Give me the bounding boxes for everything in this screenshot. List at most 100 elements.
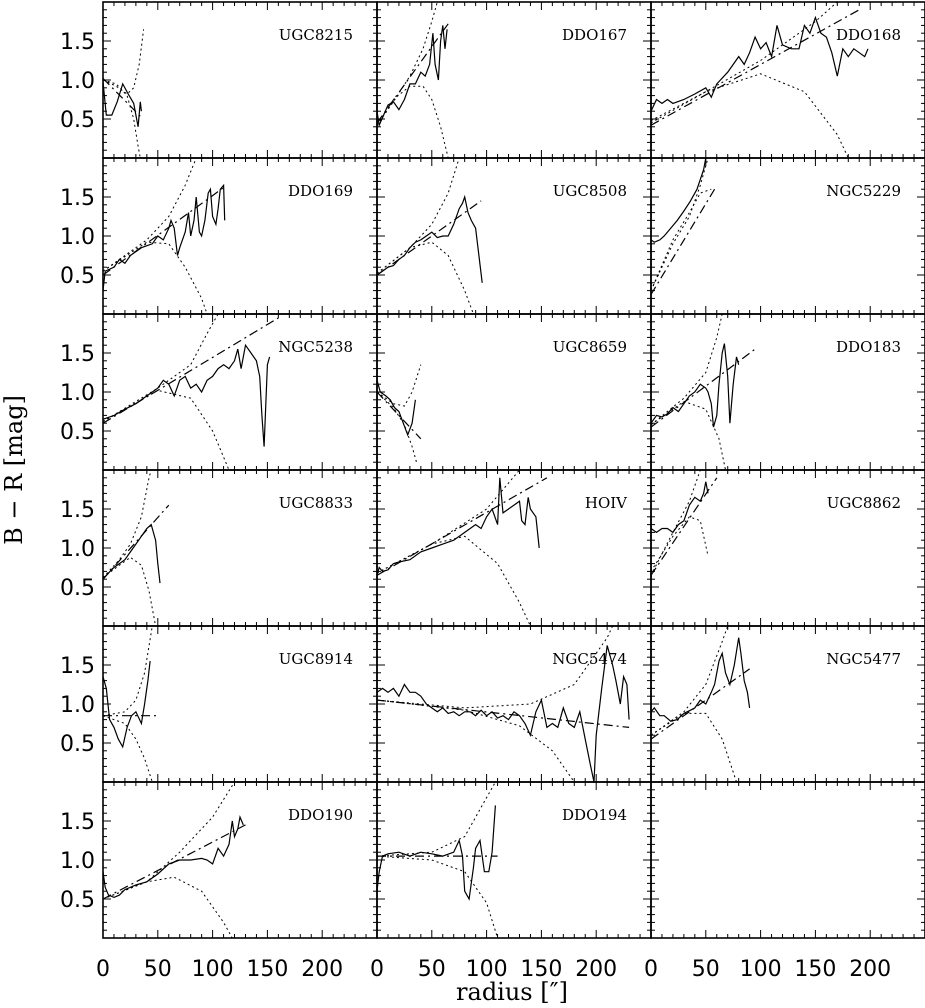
panel-curves: [377, 158, 483, 314]
y-tick-label: 0.5: [60, 420, 95, 445]
color-profile-line: [651, 481, 709, 534]
color-profile-line: [651, 343, 740, 428]
upper-limit-curve: [377, 2, 438, 126]
color-profile-line: [651, 158, 707, 243]
panel-ngc5474: NGC5474: [376, 625, 652, 783]
x-tick-label: 200: [301, 957, 343, 982]
x-tick-label: 50: [692, 957, 720, 982]
panel-empty: [650, 781, 925, 939]
y-tick-label: 0.5: [60, 732, 95, 757]
panel-curves: [377, 782, 499, 938]
linear-fit-line: [103, 504, 170, 580]
lower-limit-curve: [103, 79, 141, 158]
upper-limit-curve: [651, 158, 709, 291]
linear-fit-line: [103, 187, 224, 276]
color-profile-line: [377, 194, 483, 283]
upper-limit-curve: [103, 314, 219, 423]
x-tick-label: 100: [192, 957, 234, 982]
upper-limit-curve: [377, 626, 614, 709]
panel-label: NGC5474: [552, 650, 627, 668]
panel-label: DDO167: [562, 26, 627, 44]
y-tick-label: 0.5: [60, 888, 95, 913]
lower-limit-curve: [377, 855, 499, 938]
panel-curves: [103, 29, 145, 158]
panel-label: DDO168: [836, 26, 901, 44]
panel-label: UGC8215: [279, 26, 353, 44]
panel-curves: [103, 782, 246, 938]
lower-limit-curve: [103, 715, 153, 782]
panel-curves: [377, 364, 422, 463]
color-profile-line: [103, 815, 244, 899]
x-tick-label: 50: [144, 957, 172, 982]
panel-ugc8862: UGC8862: [650, 469, 925, 627]
x-tick-label: 200: [575, 957, 617, 982]
panel-ngc5238: 0.5 1.0 1.5 NGC5238: [60, 313, 378, 471]
x-tick-label: 0: [370, 957, 384, 982]
panel-curves: [651, 314, 756, 470]
lower-limit-curve: [377, 535, 531, 626]
panel-ddo169: 0.5 1.0 1.5 DDO169: [60, 157, 378, 315]
linear-fit-line: [651, 188, 716, 295]
y-tick-label: 1.0: [60, 69, 95, 94]
lower-limit-curve: [103, 389, 230, 470]
linear-fit-line: [377, 391, 422, 440]
y-tick-label: 1.0: [60, 537, 95, 562]
lower-limit-curve: [103, 876, 233, 938]
lower-limit-curve: [651, 400, 726, 470]
color-profile-line: [377, 380, 416, 437]
panel-ugc8215: 0.5 1.0 1.5 UGC8215: [60, 1, 378, 159]
lower-limit-curve: [651, 188, 712, 291]
color-profile-line: [103, 523, 161, 584]
panel-label: DDO169: [288, 182, 353, 200]
linear-fit-line: [377, 23, 449, 124]
color-profile-line: [377, 25, 448, 128]
panel-curves: [377, 2, 449, 158]
lower-limit-curve: [377, 241, 474, 314]
y-tick-label: 1.5: [60, 654, 95, 679]
panel-ugc8833: 0.5 1.0 1.5 UGC8833: [60, 469, 378, 627]
panel-label: UGC8914: [279, 650, 353, 668]
panel-curves: [103, 158, 226, 314]
panel-ugc8508: UGC8508: [376, 157, 652, 315]
upper-limit-curve: [651, 314, 723, 426]
linear-fit-line: [377, 477, 548, 576]
y-tick-label: 1.0: [60, 381, 95, 406]
panel-ddo168: DDO168: [650, 1, 925, 159]
lower-limit-curve: [651, 712, 737, 782]
y-tick-label: 1.0: [60, 849, 95, 874]
x-tick-label: 100: [740, 957, 782, 982]
panel-frame: [650, 781, 925, 939]
x-tick-label: 150: [246, 957, 288, 982]
color-profile-line: [377, 645, 630, 782]
panel-grid: 0.5 1.0 1.5 UGC8215 DDO167 DDO168 0.5 1.0 1.5 DDO…: [60, 1, 925, 939]
color-profile-line: [651, 637, 751, 722]
upper-limit-curve: [651, 2, 838, 122]
y-tick-label: 1.0: [60, 693, 95, 718]
panel-ddo183: DDO183: [650, 313, 925, 471]
x-tick-label: 150: [520, 957, 562, 982]
color-profile-line: [103, 343, 271, 447]
y-tick-label: 1.5: [60, 186, 95, 211]
lower-limit-curve: [651, 73, 849, 158]
x-tick-label: 0: [644, 957, 658, 982]
panel-label: UGC8508: [553, 182, 627, 200]
panel-ugc8659: UGC8659: [376, 313, 652, 471]
panel-label: DDO183: [836, 338, 901, 356]
panel-label: DDO194: [562, 806, 627, 824]
y-tick-label: 1.0: [60, 225, 95, 250]
lower-limit-curve: [377, 391, 417, 463]
panel-ngc5229: NGC5229: [650, 157, 925, 315]
upper-limit-curve: [103, 470, 152, 578]
upper-limit-curve: [651, 626, 729, 736]
panel-ddo190: 0.5 1.0 1.5 DDO190: [60, 781, 378, 939]
panel-label: UGC8862: [827, 494, 901, 512]
y-tick-label: 1.5: [60, 342, 95, 367]
linear-fit-line: [377, 699, 630, 728]
linear-fit-line: [103, 317, 279, 424]
panel-ddo167: DDO167: [376, 1, 652, 159]
upper-limit-curve: [103, 29, 145, 95]
y-axis-title: B − R [mag]: [0, 395, 28, 545]
upper-limit-curve: [377, 364, 422, 407]
panel-curves: [651, 470, 718, 576]
linear-fit-line: [651, 9, 860, 126]
